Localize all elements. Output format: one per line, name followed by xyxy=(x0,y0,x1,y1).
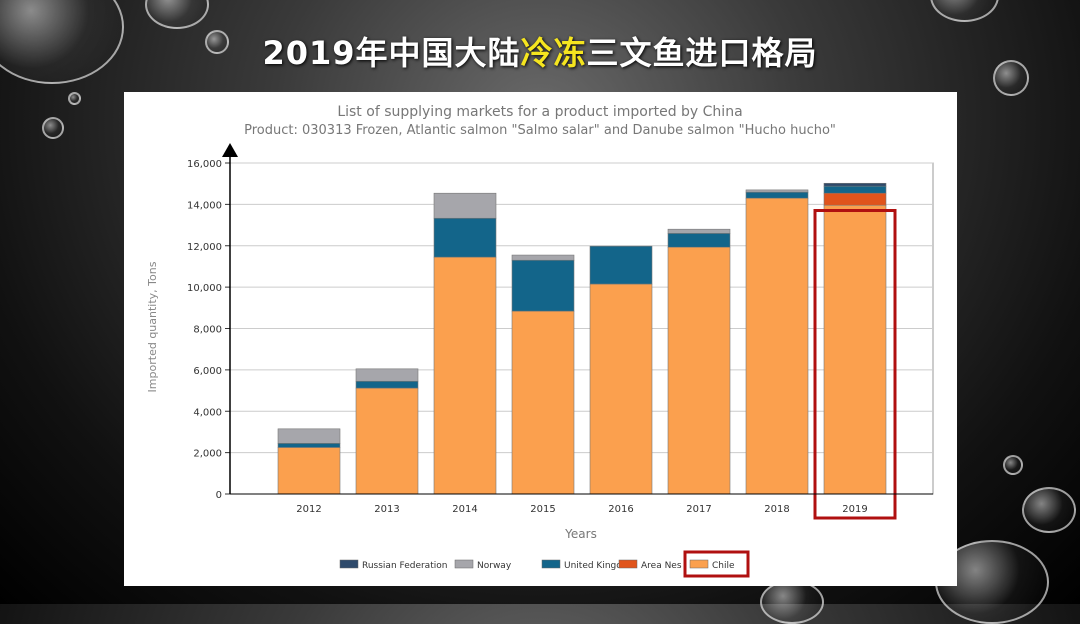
bar-chile-2012 xyxy=(277,447,341,495)
bar-norway-2014 xyxy=(433,192,497,219)
bar-united-kingdom-2015 xyxy=(511,259,575,312)
bar-chile-2016 xyxy=(589,283,653,495)
decorative-bubble xyxy=(145,0,209,29)
x-axis-label: Years xyxy=(564,527,597,541)
bar-united-kingdom-2012 xyxy=(277,443,341,448)
legend-label: Russian Federation xyxy=(362,561,447,571)
y-tick-label: 14,000 xyxy=(187,200,222,211)
y-tick-label: 2,000 xyxy=(193,449,222,460)
x-tick-label: 2015 xyxy=(530,504,555,515)
legend-swatch xyxy=(541,559,561,569)
legend-swatch xyxy=(689,559,709,569)
title-text: 三文鱼进口格局 xyxy=(586,34,818,72)
legend-swatch xyxy=(339,559,359,569)
legend-swatch xyxy=(618,559,638,569)
legend-label: Chile xyxy=(712,561,735,571)
stacked-bar-chart: List of supplying markets for a product … xyxy=(146,104,934,578)
x-tick-label: 2013 xyxy=(374,504,399,515)
bar-united-kingdom-2019 xyxy=(823,185,887,194)
y-tick-label: 12,000 xyxy=(187,242,222,253)
decorative-bubble xyxy=(68,92,81,105)
x-tick-label: 2012 xyxy=(296,504,321,515)
y-axis-arrow-icon xyxy=(222,143,238,157)
bar-norway-2012 xyxy=(277,428,341,444)
legend-label: Area Nes xyxy=(641,561,682,571)
bar-chile-2018 xyxy=(745,197,809,495)
bar-norway-2017 xyxy=(667,228,731,234)
decorative-bubble xyxy=(1022,487,1076,533)
slide-title: 2019年中国大陆冷冻三文鱼进口格局 xyxy=(0,28,1080,74)
bar-united-kingdom-2013 xyxy=(355,380,419,389)
title-highlight: 冷冻 xyxy=(520,34,587,72)
x-tick-label: 2018 xyxy=(764,504,789,515)
chart-title: List of supplying markets for a product … xyxy=(337,104,742,120)
decorative-bubble xyxy=(993,60,1029,96)
legend-swatch xyxy=(454,559,474,569)
bar-united-kingdom-2017 xyxy=(667,233,731,248)
bar-russian-federation-2019 xyxy=(823,182,887,187)
legend-highlight-box xyxy=(683,550,750,578)
chart-subtitle: Product: 030313 Frozen, Atlantic salmon … xyxy=(244,123,836,138)
bar-norway-2018 xyxy=(745,189,809,193)
legend-label: United Kingdom xyxy=(564,561,636,571)
x-tick-label: 2016 xyxy=(608,504,633,515)
y-axis-label: Imported quantity, Tons xyxy=(146,261,159,392)
decorative-bubble xyxy=(760,580,824,624)
title-text: 2019年中国大陆 xyxy=(262,34,521,72)
y-tick-label: 6,000 xyxy=(193,366,222,377)
bar-chile-2019 xyxy=(823,204,887,495)
bar-chile-2013 xyxy=(355,387,419,495)
bar-chile-2014 xyxy=(433,256,497,495)
bar-united-kingdom-2014 xyxy=(433,217,497,258)
chart-panel: List of supplying markets for a product … xyxy=(124,92,957,586)
y-tick-label: 4,000 xyxy=(193,407,222,418)
bar-united-kingdom-2016 xyxy=(589,245,653,285)
decorative-bubble xyxy=(42,117,64,139)
y-tick-label: 16,000 xyxy=(187,159,222,170)
bar-united-kingdom-2018 xyxy=(745,191,809,199)
x-tick-label: 2017 xyxy=(686,504,711,515)
x-tick-label: 2014 xyxy=(452,504,477,515)
decorative-bubble xyxy=(1003,455,1023,475)
decorative-bubble xyxy=(930,0,999,22)
bar-chile-2015 xyxy=(511,310,575,495)
decorative-bubble xyxy=(205,30,229,54)
bar-norway-2015 xyxy=(511,254,575,261)
legend-label: Norway xyxy=(477,561,512,571)
bar-norway-2013 xyxy=(355,368,419,382)
y-tick-label: 10,000 xyxy=(187,283,222,294)
y-tick-label: 8,000 xyxy=(193,325,222,336)
y-tick-label: 0 xyxy=(216,490,222,501)
x-tick-label: 2019 xyxy=(842,504,867,515)
bar-chile-2017 xyxy=(667,246,731,495)
highlight-box-2019 xyxy=(813,209,897,520)
bar-area-nes-2019 xyxy=(823,192,887,206)
